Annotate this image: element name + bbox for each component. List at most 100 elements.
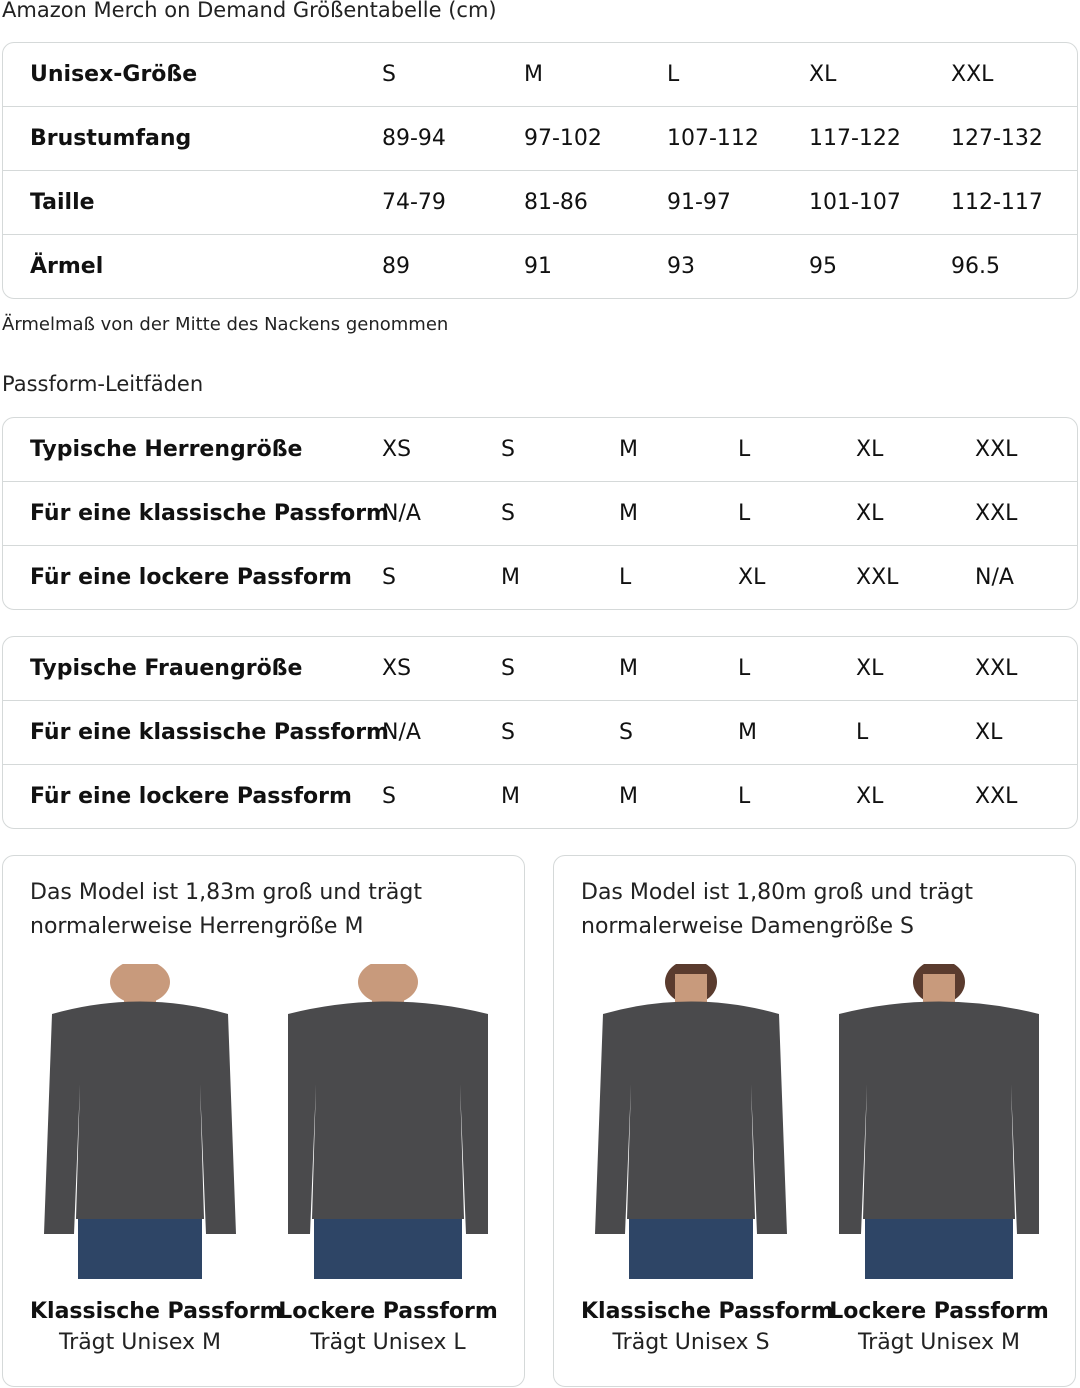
table-cell: M: [524, 62, 543, 87]
women-fit-table: Typische Frauengröße XS S M L XL XXL Für eine k…: [2, 636, 1078, 829]
fit-size: Trägt Unisex M: [58, 1330, 222, 1355]
sleeve-note: Ärmelmaß von der Mitte des Nackens genom…: [2, 314, 449, 335]
sweatshirt-photo: [829, 964, 1049, 1279]
table-cell: XXL: [975, 501, 1018, 526]
fit-size: Trägt Unisex S: [612, 1330, 770, 1355]
table-cell: S: [382, 784, 396, 809]
table-cell: L: [856, 720, 869, 745]
table-cell: 89-94: [382, 126, 446, 151]
table-cell: XL: [738, 565, 766, 590]
table-cell: N/A: [382, 501, 421, 526]
table-cell: 127-132: [951, 126, 1043, 151]
table-cell: L: [619, 565, 632, 590]
fit-guide-heading: Passform-Leitfäden: [2, 372, 204, 396]
model-figure: Lockere Passform Trägt Unisex M: [829, 964, 1049, 1355]
table-cell: XS: [382, 656, 412, 681]
table-cell: 91-97: [667, 190, 731, 215]
table-cell: L: [738, 437, 751, 462]
table-cell: S: [501, 720, 515, 745]
table-cell: 93: [667, 254, 695, 279]
table-cell: XL: [856, 501, 884, 526]
men-fit-table: Typische Herrengröße XS S M L XL XXL Für eine k…: [2, 417, 1078, 610]
fit-name: Lockere Passform: [278, 1299, 498, 1324]
table-row: Taille 74-79 81-86 91-97 101-107 112-117: [3, 170, 1077, 234]
table-row: Typische Herrengröße XS S M L XL XXL: [3, 418, 1077, 481]
table-row: Unisex-Größe S M L XL XXL: [3, 43, 1077, 106]
table-row: Typische Frauengröße XS S M L XL XXL: [3, 637, 1077, 700]
table-cell: M: [738, 720, 757, 745]
table-cell: 91: [524, 254, 552, 279]
model-figure: Klassische Passform Trägt Unisex S: [581, 964, 834, 1355]
table-cell: S: [501, 656, 515, 681]
sweatshirt-photo: [278, 964, 498, 1279]
fit-size: Trägt Unisex M: [857, 1330, 1021, 1355]
table-cell: XXL: [975, 784, 1018, 809]
table-cell: XL: [975, 720, 1003, 745]
table-cell: M: [619, 501, 638, 526]
size-table: Unisex-Größe S M L XL XXL Brustumfang 89-94 97-1…: [2, 42, 1078, 299]
table-cell: XL: [856, 784, 884, 809]
table-cell: M: [619, 784, 638, 809]
table-cell: S: [382, 62, 396, 87]
table-cell: 81-86: [524, 190, 588, 215]
table-cell: 74-79: [382, 190, 446, 215]
row-label: Unisex-Größe: [30, 62, 198, 87]
table-cell: M: [619, 656, 638, 681]
table-cell: S: [501, 437, 515, 462]
model-figure: Klassische Passform Trägt Unisex M: [30, 964, 283, 1355]
table-cell: XXL: [975, 656, 1018, 681]
table-cell: 97-102: [524, 126, 602, 151]
table-cell: 95: [809, 254, 837, 279]
table-cell: S: [382, 565, 396, 590]
table-row: Für eine lockere Passform S M L XL XXL N/A: [3, 545, 1077, 609]
row-label: Brustumfang: [30, 126, 192, 151]
table-cell: M: [501, 784, 520, 809]
row-label: Ärmel: [30, 254, 104, 279]
table-cell: XL: [856, 437, 884, 462]
table-cell: M: [619, 437, 638, 462]
row-label: Typische Herrengröße: [30, 437, 303, 462]
table-cell: N/A: [382, 720, 421, 745]
table-cell: L: [667, 62, 680, 87]
table-cell: 112-117: [951, 190, 1043, 215]
model-caption: Das Model ist 1,80m groß und trägt norma…: [581, 880, 973, 939]
table-cell: S: [501, 501, 515, 526]
table-cell: L: [738, 501, 751, 526]
table-row: Brustumfang 89-94 97-102 107-112 117-122 127-…: [3, 106, 1077, 170]
sweatshirt-photo: [581, 964, 801, 1279]
table-cell: N/A: [975, 565, 1014, 590]
model-figure: Lockere Passform Trägt Unisex L: [278, 964, 498, 1355]
fit-name: Klassische Passform: [30, 1299, 283, 1324]
fit-name: Lockere Passform: [829, 1299, 1049, 1324]
table-cell: 117-122: [809, 126, 901, 151]
table-cell: L: [738, 784, 751, 809]
table-cell: 96.5: [951, 254, 1000, 279]
table-cell: XXL: [975, 437, 1018, 462]
table-row: Für eine klassische Passform N/A S S M L XL: [3, 700, 1077, 764]
model-caption: Das Model ist 1,83m groß und trägt norma…: [30, 880, 422, 939]
table-cell: XL: [856, 656, 884, 681]
table-row: Für eine klassische Passform N/A S M L XL XXL: [3, 481, 1077, 545]
table-cell: XS: [382, 437, 412, 462]
row-label: Für eine lockere Passform: [30, 784, 352, 809]
fit-size: Trägt Unisex L: [310, 1330, 466, 1355]
page-title: Amazon Merch on Demand Größentabelle (cm…: [2, 0, 497, 22]
table-row: Ärmel 89 91 93 95 96.5: [3, 234, 1077, 298]
sweatshirt-photo: [30, 964, 250, 1279]
table-cell: S: [619, 720, 633, 745]
row-label: Für eine klassische Passform: [30, 501, 389, 526]
table-cell: M: [501, 565, 520, 590]
table-cell: 101-107: [809, 190, 901, 215]
table-cell: 89: [382, 254, 410, 279]
table-cell: XL: [809, 62, 837, 87]
table-cell: 107-112: [667, 126, 759, 151]
model-card-women: Das Model ist 1,80m groß und trägt norma…: [553, 855, 1076, 1387]
table-row: Für eine lockere Passform S M M L XL XXL: [3, 764, 1077, 828]
table-cell: XXL: [951, 62, 994, 87]
row-label: Taille: [30, 190, 95, 215]
row-label: Für eine klassische Passform: [30, 720, 389, 745]
table-cell: L: [738, 656, 751, 681]
fit-name: Klassische Passform: [581, 1299, 834, 1324]
row-label: Typische Frauengröße: [30, 656, 303, 681]
table-cell: XXL: [856, 565, 899, 590]
